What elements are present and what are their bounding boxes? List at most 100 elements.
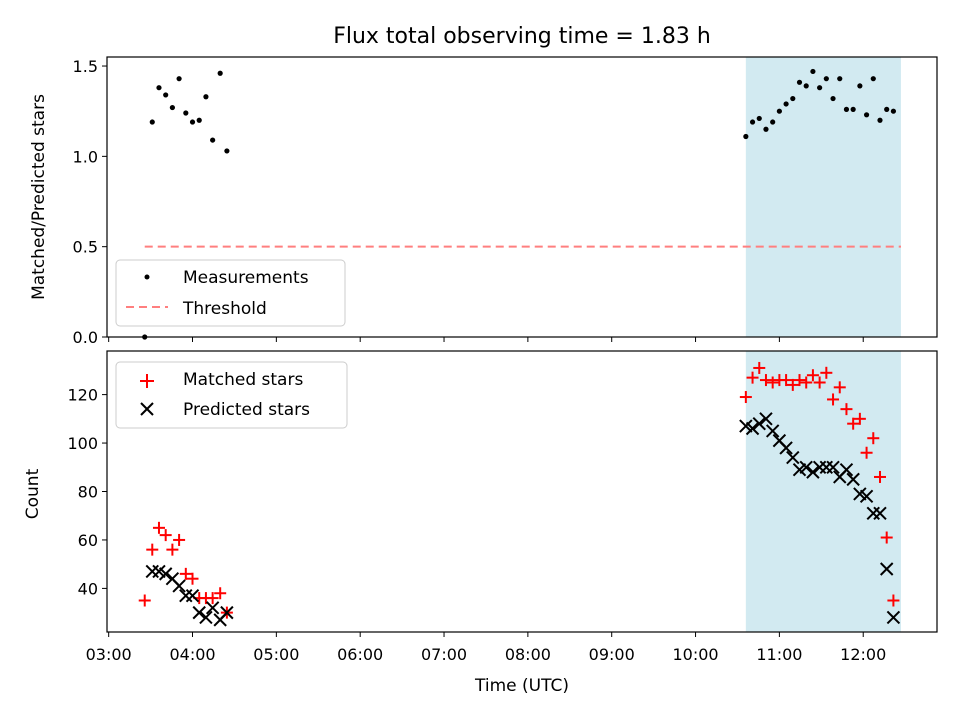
top-y-axis-label: Matched/Predicted stars: [29, 94, 49, 300]
measurement-point: [790, 95, 796, 102]
measurement-point: [823, 76, 829, 82]
legend-matched-marker: [140, 374, 154, 388]
predicted-star-point: [786, 450, 800, 465]
bottom-legend: Matched stars Predicted stars: [115, 361, 348, 429]
matched-star-point: [786, 378, 799, 391]
predicted-star-point: [799, 460, 813, 474]
measurement-point: [149, 119, 155, 125]
x-tick-label: 09:00: [589, 645, 635, 664]
measurement-point: [217, 70, 223, 76]
matched-star-point: [887, 594, 900, 607]
predicted-star-point: [205, 601, 220, 615]
matched-star-point: [146, 543, 159, 556]
x-tick-label: 03:00: [86, 645, 132, 664]
bottom-legend-box: [115, 361, 348, 429]
predicted-star-point: [765, 424, 780, 438]
measurement-point: [857, 83, 863, 89]
matched-star-point: [867, 432, 880, 445]
matched-star-point: [206, 592, 219, 605]
x-tick-label: 04:00: [169, 645, 215, 664]
predicted-star-point: [752, 416, 766, 431]
measurement-point: [176, 76, 182, 82]
measurement-point: [776, 108, 782, 114]
matched-star-point: [873, 470, 886, 483]
matched-star-point: [186, 572, 199, 585]
matched-star-point: [806, 369, 819, 382]
predicted-star-point: [158, 567, 173, 581]
measurement-point: [803, 83, 809, 89]
matched-star-point: [860, 446, 873, 459]
predicted-star-point: [859, 489, 874, 504]
matched-star-point: [880, 531, 893, 544]
matched-star-point: [159, 529, 172, 542]
x-tick-label: 12:00: [840, 645, 886, 664]
measurement-point: [817, 85, 823, 91]
measurement-point: [877, 117, 883, 123]
predicted-star-point: [199, 610, 213, 625]
predicted-star-point: [846, 472, 860, 487]
measurement-point: [837, 76, 843, 82]
predicted-star-point: [759, 412, 773, 426]
measurement-point: [203, 94, 209, 100]
matched-star-point: [179, 567, 192, 580]
measurement-point: [756, 115, 762, 122]
predicted-star-point: [879, 562, 894, 576]
chart-title: Flux total observing time = 1.83 h: [333, 24, 711, 49]
predicted-star-point: [179, 588, 193, 603]
x-tick-label: 05:00: [253, 645, 299, 664]
matched-star-point: [833, 381, 846, 394]
matched-star-point: [739, 391, 752, 404]
measurement-point: [850, 106, 856, 112]
top-legend-box: [115, 259, 346, 327]
matched-star-point: [800, 376, 813, 389]
predicted-star-point: [745, 421, 760, 436]
predicted-star-point: [220, 605, 234, 620]
predicted-star-point: [172, 579, 186, 593]
matched-star-point: [166, 543, 179, 556]
bottom-shaded-span: [745, 351, 901, 632]
matched-star-point: [840, 403, 853, 416]
measurement-point: [224, 148, 230, 154]
matched-star-point: [813, 376, 826, 389]
predicted-star-point: [839, 462, 854, 477]
measurement-point: [830, 95, 836, 102]
y-tick-label: 0.5: [73, 238, 98, 257]
matched-star-point: [759, 374, 772, 387]
measurement-point: [183, 110, 189, 116]
y-tick-label: 120: [67, 386, 98, 405]
measurement-point: [743, 133, 749, 140]
predicted-star-point: [185, 588, 200, 603]
matched-star-point: [827, 393, 840, 406]
x-tick-label: 07:00: [421, 645, 467, 664]
legend-matched-label: Matched stars: [183, 370, 303, 390]
x-tick-label: 06:00: [337, 645, 383, 664]
y-tick-label: 60: [78, 531, 98, 550]
matched-star-point: [746, 371, 759, 384]
x-tick-label: 08:00: [505, 645, 551, 664]
predicted-star-point: [779, 441, 793, 455]
top-shaded-span: [745, 57, 901, 337]
predicted-star-point: [145, 564, 159, 579]
measurement-point: [156, 85, 162, 91]
measurement-point: [870, 76, 876, 82]
matched-star-point: [766, 376, 779, 389]
y-tick-label: 1.0: [73, 147, 98, 166]
matched-star-point: [780, 374, 793, 387]
predicted-star-point: [826, 460, 840, 474]
predicted-star-point: [806, 465, 820, 479]
y-tick-label: 40: [78, 579, 98, 598]
legend-predicted-marker: [140, 402, 154, 416]
measurement-point: [763, 126, 769, 132]
measurement-point: [169, 104, 175, 111]
measurement-point: [796, 79, 803, 85]
matched-star-point: [820, 366, 833, 379]
matched-star-point: [152, 521, 165, 534]
x-tick-label: 11:00: [756, 645, 802, 664]
top-panel: 0.0 0.5 1.0 1.5 Matched/Predicted stars Mea…: [29, 56, 938, 347]
predicted-star-point: [886, 610, 901, 625]
top-axes-frame: [106, 56, 938, 338]
measurement-point: [843, 106, 850, 112]
legend-threshold-label: Threshold: [182, 299, 267, 319]
matched-star-point: [214, 587, 227, 600]
matched-star-point: [793, 374, 806, 387]
